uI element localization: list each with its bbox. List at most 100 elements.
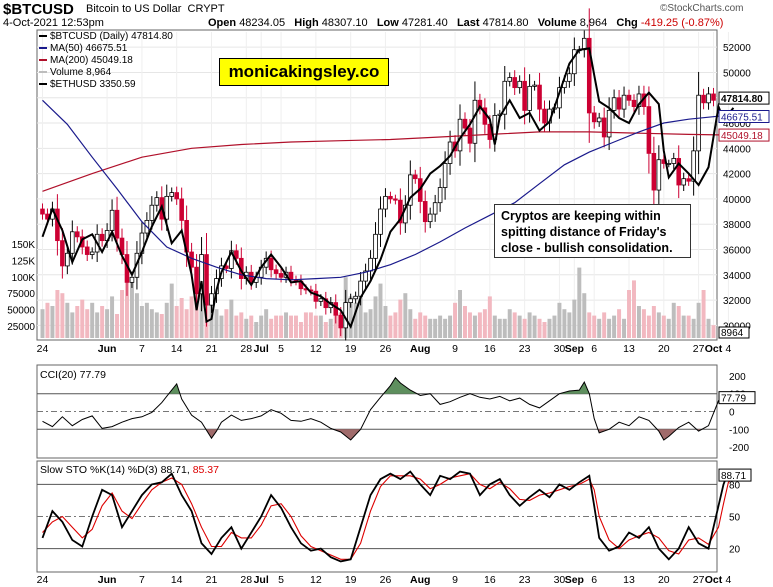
volume-bar bbox=[428, 318, 433, 338]
price-axis-label: 52000 bbox=[723, 43, 751, 54]
quote-date: 4-Oct-2021 12:53pm bbox=[3, 17, 104, 29]
candle-body bbox=[313, 290, 319, 302]
price-axis-label: 40000 bbox=[723, 195, 751, 206]
candle-body bbox=[502, 80, 508, 115]
volume-bar bbox=[239, 312, 244, 338]
volume-bar bbox=[393, 312, 398, 338]
candle-body bbox=[631, 99, 637, 108]
x-axis-label: Jun bbox=[98, 343, 117, 355]
candle-body bbox=[646, 106, 652, 154]
price-axis-label: 50000 bbox=[723, 68, 751, 79]
volume-bar bbox=[105, 309, 110, 338]
candle-body bbox=[353, 295, 358, 300]
volume-bar bbox=[254, 322, 259, 338]
x-axis-label: 28 bbox=[240, 574, 252, 586]
volume-bar bbox=[666, 318, 671, 338]
x-axis-label: Jun bbox=[98, 574, 117, 586]
volume-bar bbox=[363, 312, 368, 338]
stoch-axis-label: 20 bbox=[729, 545, 741, 556]
volume-bar bbox=[617, 309, 622, 338]
x-axis-label: 20 bbox=[658, 343, 670, 355]
x-axis-label: Jul bbox=[254, 574, 269, 586]
volume-bar bbox=[100, 306, 105, 338]
price-axis-label: 34000 bbox=[723, 271, 751, 282]
volume-axis-label: 50000 bbox=[7, 306, 35, 317]
volume-bar bbox=[691, 318, 696, 338]
stockcharts-logo: ©StockCharts.com bbox=[660, 3, 744, 14]
volume-bar bbox=[512, 312, 517, 338]
candle-body bbox=[154, 197, 160, 206]
volume-bar bbox=[224, 309, 229, 338]
x-axis-label: 9 bbox=[452, 343, 458, 355]
x-axis-label: 4 bbox=[726, 574, 732, 586]
x-axis-label: 16 bbox=[484, 343, 496, 355]
cci-axis-label: 0 bbox=[729, 408, 735, 419]
volume-bar bbox=[373, 296, 378, 338]
volume-bar bbox=[542, 322, 547, 338]
stoch-axis-label: 50 bbox=[729, 513, 741, 524]
x-axis-label: 19 bbox=[345, 343, 357, 355]
x-axis-label: 24 bbox=[37, 574, 49, 586]
x-axis-label: 30 bbox=[554, 574, 566, 586]
instrument-name: Bitcoin to US Dollar CRYPT bbox=[86, 3, 225, 15]
volume-bar bbox=[577, 267, 582, 338]
candle-body bbox=[74, 231, 80, 238]
volume-bar bbox=[602, 312, 607, 338]
candle-body bbox=[691, 150, 696, 182]
price-axis-label: 36000 bbox=[723, 245, 751, 256]
candle-body bbox=[209, 293, 214, 306]
volume-bar bbox=[348, 296, 353, 338]
x-axis-label: 26 bbox=[380, 343, 392, 355]
x-axis-label: 20 bbox=[658, 574, 670, 586]
volume-bar bbox=[433, 318, 438, 338]
stoch-axis-label: 80 bbox=[729, 480, 741, 491]
candle-body bbox=[60, 240, 65, 267]
volume-bar bbox=[264, 309, 269, 338]
volume-bar bbox=[274, 315, 279, 338]
candle-body bbox=[393, 198, 398, 201]
volume-bar bbox=[462, 306, 467, 338]
stoch-title-d: 85.37 bbox=[193, 464, 219, 476]
price-axis-label: 38000 bbox=[723, 220, 751, 231]
candle-body bbox=[398, 199, 403, 224]
volume-bar bbox=[706, 318, 711, 338]
cci-value-tag bbox=[718, 391, 756, 405]
volume-bar bbox=[333, 315, 338, 338]
candle-body bbox=[586, 37, 592, 114]
candle-body bbox=[194, 266, 199, 295]
candle-body bbox=[507, 77, 513, 82]
volume-bar bbox=[582, 293, 587, 338]
volume-bar bbox=[681, 315, 686, 338]
price-axis-label: 44000 bbox=[723, 144, 751, 155]
volume-bar bbox=[284, 312, 289, 338]
ma50-line bbox=[42, 99, 734, 281]
volume-bar bbox=[592, 315, 597, 338]
volume-bar bbox=[507, 309, 512, 338]
volume-bar bbox=[179, 298, 184, 338]
x-axis-label: Oct bbox=[705, 343, 723, 355]
candle-body bbox=[517, 80, 522, 89]
volume-bar bbox=[502, 318, 507, 338]
candle-body bbox=[204, 254, 209, 306]
volume-bar bbox=[676, 306, 681, 338]
x-axis-label: 7 bbox=[139, 574, 145, 586]
volume-bar bbox=[209, 302, 214, 338]
volume-bar bbox=[139, 306, 144, 338]
cci-title: CCI(20) 77.79 bbox=[40, 369, 106, 381]
volume-bar bbox=[656, 312, 661, 338]
volume-bar bbox=[169, 283, 174, 338]
volume-value-tag-label: 8964 bbox=[721, 328, 744, 339]
legend-ma50: MA(50) 46675.51 bbox=[39, 43, 173, 55]
volume-bar bbox=[587, 312, 592, 338]
volume-bar bbox=[328, 318, 333, 338]
volume-bar bbox=[298, 322, 303, 338]
volume-bar bbox=[229, 299, 234, 338]
x-axis-label: 27 bbox=[693, 343, 705, 355]
x-axis-label: 5 bbox=[278, 574, 284, 586]
candle-body bbox=[174, 192, 179, 200]
chart-header: $BTCUSD Bitcoin to US Dollar CRYPT ©Stoc… bbox=[0, 0, 773, 30]
candle-body bbox=[373, 233, 378, 259]
candle-body bbox=[378, 208, 383, 235]
volume-bar bbox=[547, 318, 552, 338]
volume-bar bbox=[214, 309, 219, 338]
